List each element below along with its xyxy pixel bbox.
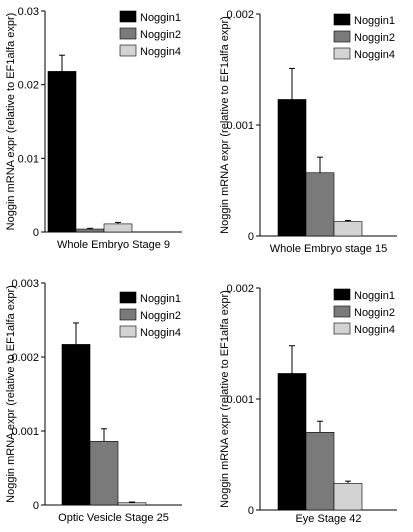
panel-1-bar-noggin4 [103, 223, 133, 233]
panel-3-legend-label-noggin2: Noggin2 [140, 310, 181, 322]
panel-1-y-tick-label: 0 [33, 227, 39, 239]
panel-2-legend-swatch-noggin1 [333, 13, 351, 26]
panel-2-y-tick-label: 0.001 [226, 120, 254, 132]
panel-4-bar-noggin4 [333, 483, 363, 511]
panel-4-y-tick-label: 0.001 [226, 394, 254, 406]
panel-2-bar-noggin2 [305, 172, 335, 237]
panel-1-y-label: Noggin mRNA expr (relative to EF1alfa ex… [5, 13, 17, 231]
panel-4-bar-noggin2 [305, 431, 335, 511]
panel-1-legend-swatch-noggin1 [119, 10, 137, 23]
panel-3-legend-label-noggin4: Noggin4 [140, 327, 181, 339]
panel-1-legend-swatch-noggin2 [119, 27, 137, 40]
panel-2-legend-label-noggin4: Noggin4 [354, 49, 395, 61]
panel-1-y-tick-label: 0.02 [18, 80, 39, 92]
panel-3-y-tick-label: 0 [33, 500, 39, 512]
panel-4-legend-label-noggin1: Noggin1 [354, 290, 395, 302]
panel-3-y-tick-label: 0.002 [11, 352, 39, 364]
panel-3-bar-noggin4 [117, 502, 147, 506]
panel-4-legend-swatch-noggin4 [333, 322, 351, 335]
panel-4-bar-noggin1 [277, 373, 307, 511]
panel-3-bar-noggin1 [61, 344, 91, 506]
panel-3-legend-swatch-noggin2 [119, 308, 137, 321]
panel-3-x-label: Optic Vesicle Stage 25 [58, 512, 169, 524]
panel-2-bar-noggin4 [333, 221, 363, 237]
panel-1-legend-swatch-noggin4 [119, 44, 137, 57]
panel-3-legend-swatch-noggin1 [119, 291, 137, 304]
panel-4-legend-label-noggin2: Noggin2 [354, 307, 395, 319]
panel-1-y-tick-label: 0.01 [18, 153, 39, 165]
panel-1-y-tick-label: 0.03 [18, 6, 39, 18]
panel-2-legend-label-noggin1: Noggin1 [354, 15, 395, 27]
panel-4-legend-swatch-noggin1 [333, 288, 351, 301]
panel-2-legend-swatch-noggin2 [333, 30, 351, 43]
panel-2-legend-swatch-noggin4 [333, 47, 351, 60]
panel-2-y-tick-label: 0 [248, 231, 254, 243]
panel-3-y-tick-label: 0.001 [11, 426, 39, 438]
panel-3-legend-label-noggin1: Noggin1 [140, 293, 181, 305]
panel-1-bar-noggin1 [47, 71, 77, 233]
panel-4-legend-label-noggin4: Noggin4 [354, 324, 395, 336]
panel-4-x-label: Eye Stage 42 [295, 513, 361, 525]
panel-1-x-label: Whole Embryo Stage 9 [57, 239, 170, 251]
panel-2-y-label: Noggin mRNA expr (relative to EF1alfa ex… [219, 16, 231, 234]
panel-4-y-tick-label: 0 [248, 505, 254, 517]
panel-4-legend-swatch-noggin2 [333, 305, 351, 318]
panel-1-legend-label-noggin2: Noggin2 [140, 29, 181, 41]
panel-3-y-label: Noggin mRNA expr (relative to EF1alfa ex… [5, 285, 17, 503]
panel-2-y-tick-label: 0.002 [226, 9, 254, 21]
panel-3-y-tick-label: 0.003 [11, 278, 39, 290]
panel-2-x-label: Whole Embryo stage 15 [270, 243, 387, 255]
panel-4-y-tick-label: 0.002 [226, 283, 254, 295]
panel-3-bar-noggin2 [89, 441, 119, 506]
panel-3-legend-swatch-noggin4 [119, 325, 137, 338]
panel-1-legend-label-noggin4: Noggin4 [140, 46, 181, 58]
panel-1-bar-noggin2 [75, 228, 105, 233]
panel-2-bar-noggin1 [277, 99, 307, 237]
panel-4-y-label: Noggin mRNA expr (relative to EF1alfa ex… [219, 290, 231, 508]
panel-1-legend-label-noggin1: Noggin1 [140, 12, 181, 24]
panel-2-legend-label-noggin2: Noggin2 [354, 32, 395, 44]
